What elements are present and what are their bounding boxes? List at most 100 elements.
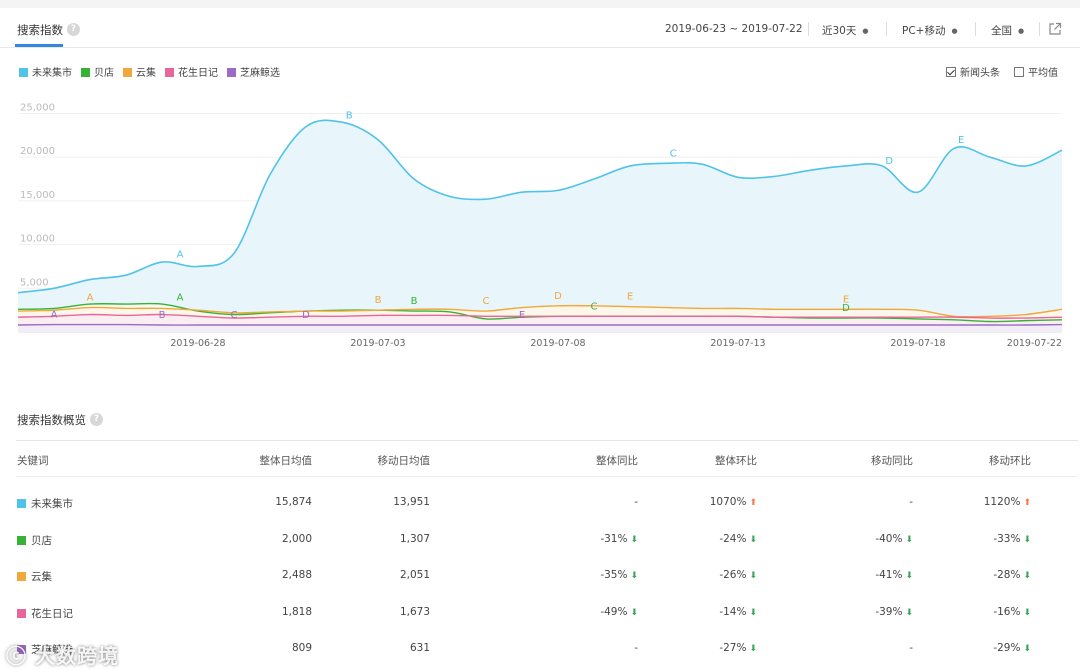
table-row: 花生日记 1,818 1,673 -49% ⬇ -14% ⬇ -39% ⬇ -16% ⬇: [0, 606, 1080, 642]
news-marker[interactable]: B: [346, 111, 353, 122]
table-row: 未来集市 15,874 13,951-1070% ⬆ -1120% ⬆: [0, 496, 1080, 532]
legend-item[interactable]: 云集: [123, 64, 156, 79]
keyword-cell: 芝麻鲸选: [17, 642, 73, 657]
region-select[interactable]: 全国 ●: [991, 23, 1024, 38]
mobile-yoy-cell: -: [909, 642, 913, 654]
cell-value: -40%: [875, 532, 903, 545]
news-marker[interactable]: B: [375, 295, 382, 306]
keyword-swatch: [17, 608, 26, 618]
legend-item[interactable]: 芝麻鲸选: [227, 64, 280, 79]
news-marker[interactable]: B: [159, 310, 166, 321]
cell-value: -26%: [719, 569, 747, 581]
column-header: 移动同比: [871, 455, 913, 467]
news-marker[interactable]: E: [958, 135, 964, 146]
overall-yoy-cell: -: [634, 642, 638, 654]
news-marker[interactable]: A: [177, 293, 184, 304]
overall-yoy-cell: -49% ⬇: [600, 606, 638, 618]
overall-mom-cell: -24% ⬇: [719, 533, 757, 545]
device-select[interactable]: PC+移动 ●: [902, 23, 958, 38]
keyword-swatch: [17, 572, 26, 581]
divider: [808, 22, 809, 36]
arrow-down-icon: ⬇: [630, 534, 638, 545]
divider: [975, 22, 976, 36]
keyword-label: 未来集市: [31, 498, 73, 510]
keyword-swatch: [17, 499, 26, 508]
news-headline-toggle[interactable]: 新闻头条: [946, 64, 1000, 79]
keyword-cell: 花生日记: [17, 606, 73, 621]
y-tick-label: 25,000: [20, 102, 55, 113]
cell-value: -35%: [600, 569, 628, 581]
arrow-down-icon: ⬇: [905, 607, 913, 618]
column-header: 移动环比: [989, 455, 1031, 467]
news-marker[interactable]: E: [519, 310, 525, 321]
series-area: [18, 120, 1062, 332]
mobile-avg-cell: 2,051: [400, 569, 430, 581]
legend-label: 云集: [136, 68, 156, 79]
date-range-text: 2019-06-23 ~ 2019-07-22: [665, 23, 803, 35]
column-header: 移动日均值: [377, 455, 431, 467]
news-marker[interactable]: C: [231, 310, 238, 321]
news-marker[interactable]: A: [51, 310, 58, 321]
period-select[interactable]: 近30天 ●: [822, 23, 868, 38]
news-checkbox[interactable]: [946, 67, 956, 77]
column-header: 整体同比: [596, 455, 638, 467]
tab-bar: 搜索指数 ? 2019-06-23 ~ 2019-07-22 近30天 ● PC+…: [0, 8, 1080, 48]
news-marker[interactable]: A: [177, 249, 184, 260]
overall-avg-cell: 2,000: [282, 533, 312, 545]
help-icon[interactable]: ?: [67, 23, 80, 36]
arrow-down-icon: ⬇: [749, 534, 757, 545]
news-marker[interactable]: E: [843, 294, 849, 305]
news-marker[interactable]: C: [591, 301, 598, 312]
x-tick-label: 2019-07-08: [530, 338, 585, 348]
news-marker[interactable]: E: [627, 292, 633, 303]
cell-value: 2,488: [281, 569, 312, 581]
cell-value: -: [909, 496, 913, 508]
watermark-text: 大数跨境: [34, 644, 119, 668]
overall-mom-cell: 1070% ⬆: [710, 496, 757, 508]
news-marker[interactable]: D: [554, 291, 562, 302]
legend-swatch: [19, 68, 28, 77]
tab-search-index[interactable]: 搜索指数: [17, 23, 63, 37]
arrow-down-icon: ⬇: [630, 571, 638, 581]
legend-item[interactable]: 贝店: [81, 64, 114, 79]
legend-label: 芝麻鲸选: [240, 68, 280, 79]
cell-value: -24%: [719, 532, 747, 545]
news-marker[interactable]: B: [411, 296, 418, 307]
cell-value: 2,000: [281, 532, 312, 545]
legend-item[interactable]: 未来集市: [19, 64, 72, 79]
news-marker[interactable]: A: [87, 293, 94, 304]
news-marker[interactable]: D: [302, 310, 310, 321]
cell-value: -: [634, 642, 638, 654]
legend-swatch: [81, 68, 90, 77]
date-range-picker[interactable]: 2019-06-23 ~ 2019-07-22: [665, 23, 803, 35]
legend-label: 花生日记: [178, 68, 218, 79]
cell-value: 1,818: [281, 605, 312, 618]
keyword-cell: 云集: [17, 569, 52, 584]
series-line: [17, 119, 1063, 294]
y-tick-label: 15,000: [20, 190, 55, 201]
overall-avg-cell: 809: [292, 642, 312, 654]
series-line: [17, 323, 1063, 326]
arrow-down-icon: ⬇: [749, 571, 757, 581]
period-text: 近30天: [822, 25, 857, 37]
keyword-label: 芝麻鲸选: [31, 644, 73, 656]
mobile-avg-cell: 13,951: [393, 496, 430, 508]
cell-value: -39%: [875, 605, 903, 618]
arrow-down-icon: ⬇: [1023, 607, 1031, 618]
average-checkbox[interactable]: [1014, 67, 1024, 77]
table-row: 贝店 2,000 1,307 -31% ⬇ -24% ⬇ -40% ⬇ -33% ⬇: [0, 533, 1080, 569]
news-marker[interactable]: C: [670, 148, 677, 159]
average-toggle[interactable]: 平均值: [1014, 64, 1058, 79]
y-tick-label: 10,000: [20, 234, 55, 245]
news-marker[interactable]: D: [885, 156, 893, 167]
mobile-yoy-cell: -41% ⬇: [875, 569, 913, 581]
legend-item[interactable]: 花生日记: [165, 64, 218, 79]
cell-value: -: [909, 642, 913, 654]
export-icon[interactable]: [1048, 22, 1062, 36]
help-icon[interactable]: ?: [90, 413, 103, 426]
overall-mom-cell: -14% ⬇: [719, 606, 757, 618]
news-marker[interactable]: C: [483, 296, 490, 307]
table-row: 云集 2,488 2,051 -35% ⬇ -26% ⬇ -41% ⬇ -28% ⬇: [0, 569, 1080, 605]
news-marker[interactable]: D: [842, 303, 850, 314]
